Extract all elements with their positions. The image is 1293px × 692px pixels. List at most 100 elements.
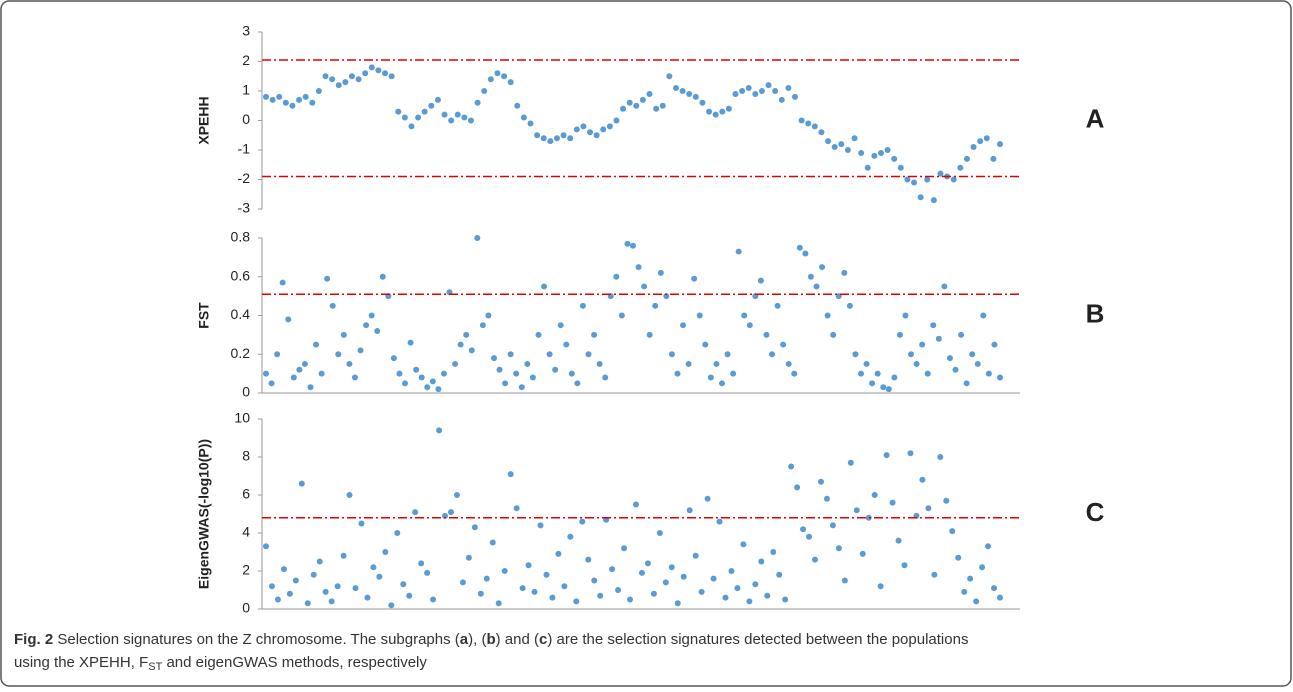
point (792, 93, 799, 100)
caption-text: a (460, 631, 469, 648)
point (902, 312, 909, 319)
point (785, 85, 792, 92)
point (692, 93, 699, 100)
point (454, 111, 461, 118)
y-tick-label: 1 (242, 82, 250, 98)
point (376, 573, 383, 580)
point (785, 360, 792, 367)
point (502, 380, 509, 387)
point (302, 93, 309, 100)
y-tick-label: 8 (242, 448, 250, 464)
point (935, 335, 942, 342)
point (946, 355, 953, 362)
point (452, 360, 459, 367)
point (798, 117, 805, 124)
point (274, 351, 281, 358)
point (847, 459, 854, 466)
y-tick-label: 2 (242, 562, 250, 578)
point (672, 85, 679, 92)
point (668, 351, 675, 358)
point (329, 302, 336, 309)
point (467, 117, 474, 124)
point (574, 380, 581, 387)
point (340, 552, 347, 559)
point (263, 93, 269, 100)
point (263, 543, 269, 550)
point (457, 341, 464, 348)
point (501, 568, 508, 574)
point (285, 316, 292, 323)
y-axis-label: XPEHH (196, 96, 212, 144)
point (606, 123, 613, 130)
point (289, 102, 296, 109)
point (346, 360, 353, 367)
point (710, 575, 717, 582)
point (357, 347, 364, 354)
point (408, 123, 415, 130)
point (952, 366, 959, 373)
point (553, 135, 560, 142)
point (985, 543, 992, 550)
point (740, 541, 747, 548)
point (641, 283, 648, 290)
point (355, 76, 362, 83)
caption-subscript: ST (148, 661, 162, 673)
point (268, 380, 275, 387)
point (958, 331, 965, 338)
point (591, 577, 598, 584)
point (838, 141, 845, 148)
point (949, 528, 956, 535)
point (552, 366, 559, 373)
point (852, 351, 859, 358)
point (543, 571, 550, 578)
point (468, 347, 475, 354)
point (318, 370, 325, 377)
point (412, 509, 419, 516)
point (304, 600, 311, 607)
point (563, 341, 570, 348)
point (963, 155, 970, 162)
point (864, 164, 871, 171)
point (908, 351, 915, 358)
caption-text: b (486, 631, 495, 648)
point (874, 370, 881, 377)
point (917, 194, 924, 201)
point (824, 312, 831, 319)
point (461, 114, 468, 121)
point (298, 480, 305, 487)
point (286, 590, 293, 597)
point (421, 108, 428, 115)
point (624, 240, 631, 247)
point (663, 293, 670, 300)
y-tick-label: 6 (242, 486, 250, 502)
point (680, 573, 687, 580)
point (980, 312, 987, 319)
point (823, 495, 830, 502)
point (441, 111, 448, 118)
point (831, 144, 838, 151)
point (585, 351, 592, 358)
point (719, 108, 726, 115)
point (745, 85, 752, 92)
point (395, 108, 402, 115)
y-axis-label: EigenGWAS(-log10(P)) (196, 439, 212, 589)
point (739, 88, 746, 94)
point (950, 176, 957, 183)
point (668, 564, 675, 571)
point (796, 244, 803, 251)
point (633, 102, 640, 109)
point (567, 135, 574, 142)
y-tick-label: 0.8 (231, 229, 251, 245)
point (442, 512, 449, 519)
point (639, 96, 646, 103)
point (435, 386, 442, 393)
point (557, 322, 564, 329)
point (531, 588, 538, 595)
point (662, 579, 669, 586)
point (937, 454, 944, 460)
point (487, 76, 494, 83)
point (535, 331, 542, 338)
point (322, 588, 329, 595)
point (415, 114, 422, 121)
